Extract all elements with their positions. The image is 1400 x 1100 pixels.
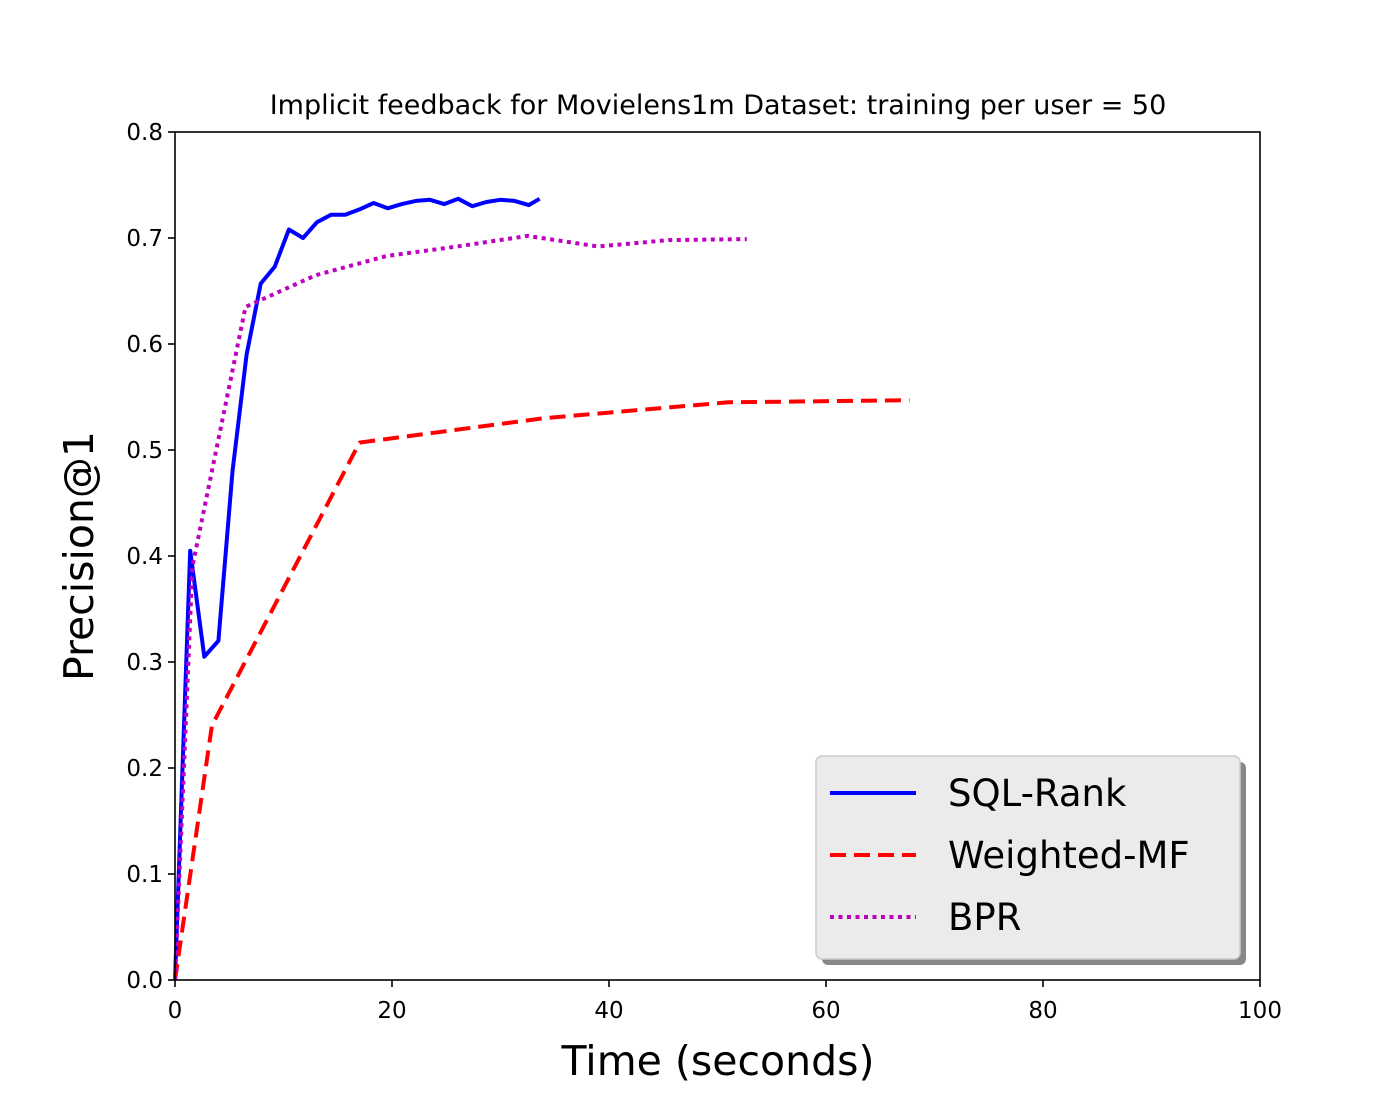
x-axis-label: Time (seconds): [561, 1037, 875, 1085]
y-tick-label: 0.1: [126, 862, 163, 888]
legend-box: [815, 755, 1241, 960]
series-line-sql-rank: [173, 196, 541, 981]
plot-lines: [173, 196, 910, 981]
y-tick-label: 0.3: [126, 650, 163, 676]
x-axis-ticks: 0 20 40 60 80 100: [168, 980, 1282, 1024]
x-tick-label: 100: [1238, 998, 1282, 1024]
legend-label: Weighted-MF: [948, 834, 1190, 877]
y-axis-label: Precision@1: [55, 431, 103, 681]
legend-label: BPR: [948, 896, 1021, 939]
legend-label: SQL-Rank: [948, 772, 1127, 815]
series-line-weighted-mf: [173, 398, 910, 981]
y-tick-label: 0.4: [126, 544, 163, 570]
y-tick-label: 0.0: [126, 968, 163, 994]
series-line-bpr: [173, 233, 747, 981]
y-tick-label: 0.5: [126, 438, 163, 464]
x-tick-label: 40: [594, 998, 623, 1024]
y-tick-label: 0.6: [126, 332, 163, 358]
x-tick-label: 20: [377, 998, 406, 1024]
y-tick-label: 0.2: [126, 756, 163, 782]
y-tick-label: 0.8: [126, 120, 163, 146]
legend: SQL-Rank Weighted-MF BPR: [815, 755, 1246, 965]
x-tick-label: 80: [1028, 998, 1057, 1024]
chart-title: Implicit feedback for Movielens1m Datase…: [270, 90, 1167, 121]
x-tick-label: 0: [168, 998, 183, 1024]
y-tick-label: 0.7: [126, 226, 163, 252]
x-tick-label: 60: [811, 998, 840, 1024]
y-axis-ticks: 0.0 0.1 0.2 0.3 0.4 0.5 0.6 0.7 0.8: [126, 120, 175, 994]
